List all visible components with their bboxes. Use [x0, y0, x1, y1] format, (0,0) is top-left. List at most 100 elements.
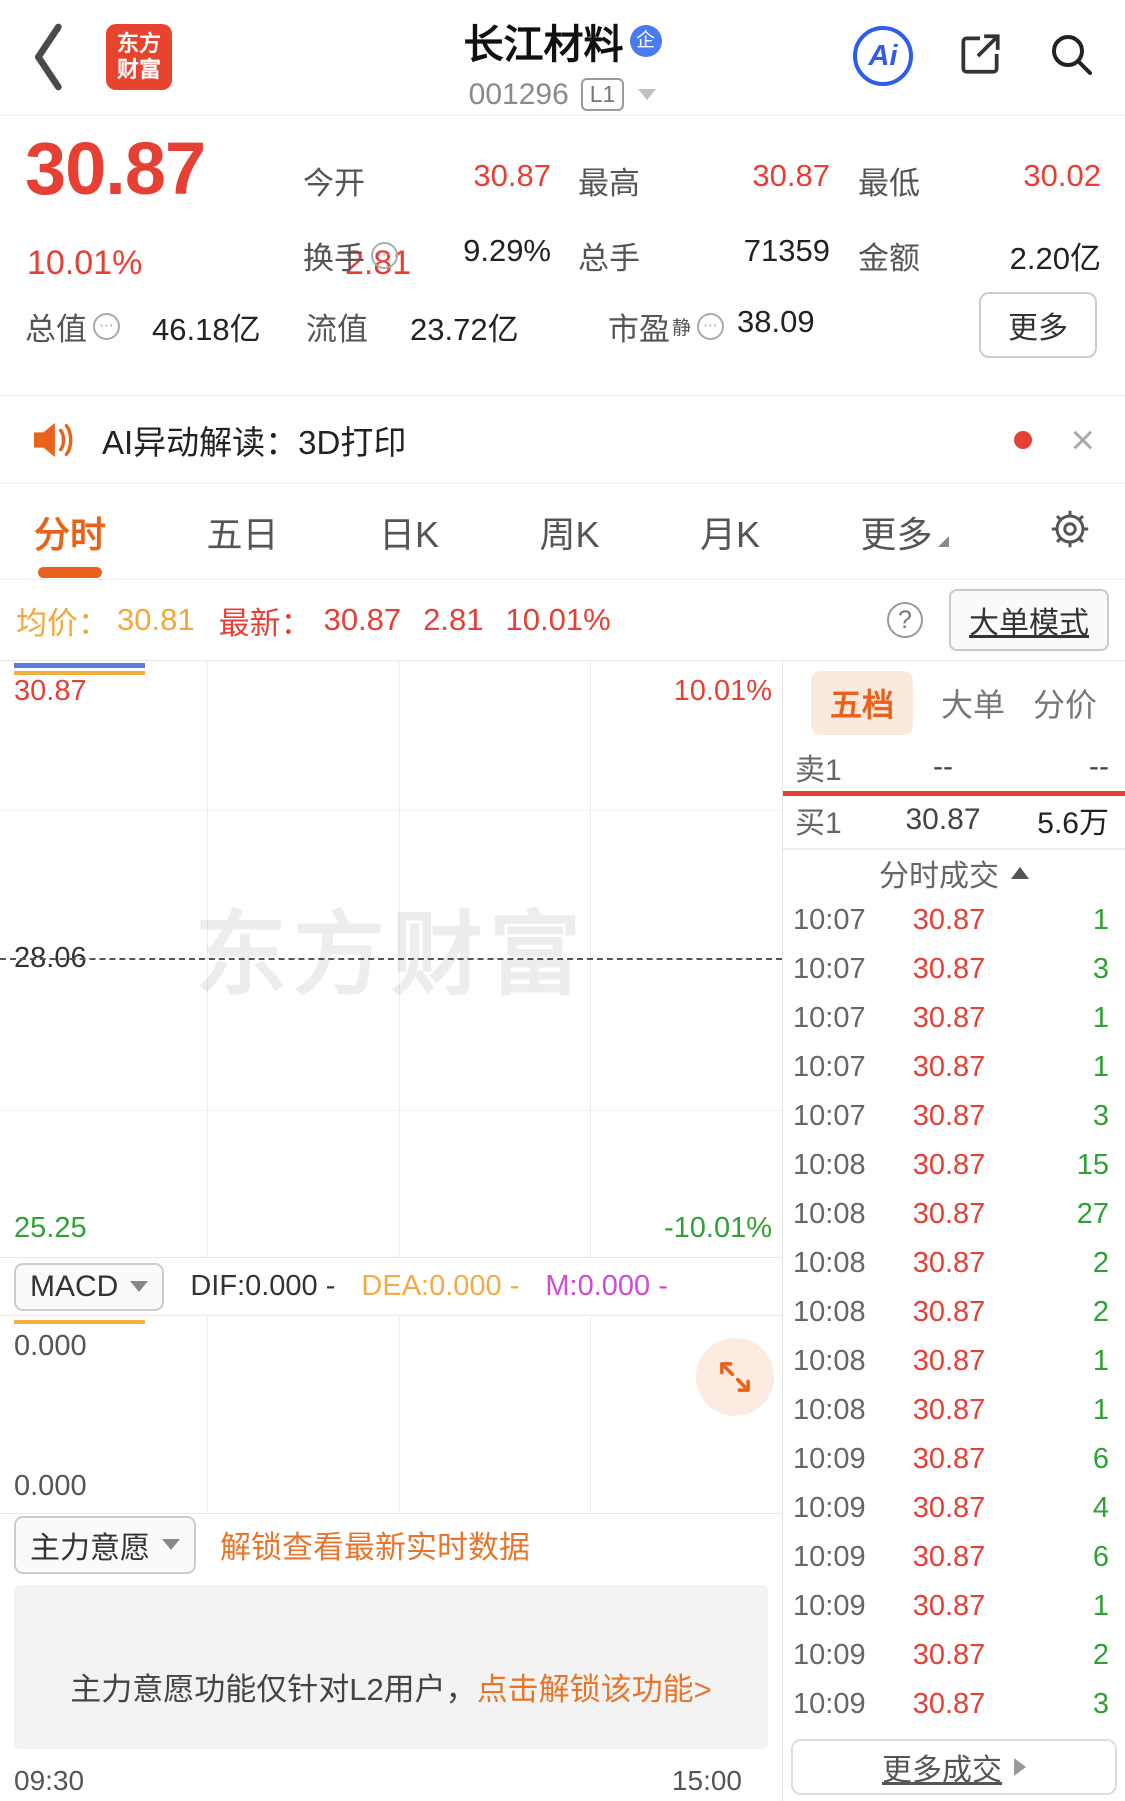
trade-volume: 1: [1092, 904, 1109, 936]
trade-time: 10:08: [793, 1247, 866, 1279]
close-icon[interactable]: ×: [1070, 415, 1095, 463]
trade-volume: 27: [1076, 1198, 1109, 1230]
stock-title-block[interactable]: 长江材料企 001296 L1: [0, 12, 1125, 112]
caret-down-icon: [130, 1281, 149, 1292]
chevron-down-icon[interactable]: [638, 89, 657, 100]
more-stats-button[interactable]: 更多: [979, 292, 1097, 358]
share-icon: [961, 33, 1000, 74]
gridline: [0, 810, 782, 811]
stock-code-row: 001296 L1: [0, 78, 1125, 112]
stat-label: 总值: [25, 304, 120, 349]
minute-chart[interactable]: 东方财富 30.87 10.01% 28.06 25.25 -10.01%: [0, 661, 782, 1258]
info-icon[interactable]: [93, 313, 120, 340]
tab-five-levels[interactable]: 五档: [810, 671, 913, 735]
trade-volume: 1: [1092, 1345, 1109, 1377]
trade-time: 10:08: [793, 1198, 866, 1230]
quote-section: 30.87 10.01% 2.81 今开 30.87 最高 30.87 最低 3…: [0, 115, 1125, 396]
ai-insight-bar[interactable]: AI异动解读：3D打印 ×: [0, 396, 1125, 484]
latest-change: 2.81: [423, 602, 484, 637]
tab-5day[interactable]: 五日: [206, 513, 279, 555]
chart-settings-button[interactable]: [1049, 508, 1091, 555]
trade-time: 10:09: [793, 1688, 866, 1720]
caret-down-icon: [162, 1539, 180, 1550]
order-panel: 五档 大单 分价 卖1 -- -- 买1 30.87 5.6万 分时成交: [782, 661, 1125, 1801]
info-icon[interactable]: [697, 313, 725, 340]
info-icon[interactable]: [371, 242, 398, 269]
gridline: [399, 1316, 400, 1513]
stock-name-row: 长江材料企: [0, 12, 1125, 70]
avg-price-line: [14, 671, 145, 675]
tab-daily-k[interactable]: 日K: [379, 513, 440, 555]
trade-volume: 15: [1076, 1149, 1109, 1181]
ai-assistant-button[interactable]: Ai: [853, 26, 913, 86]
logo-line1: 东方: [116, 30, 161, 56]
stat-value: 23.72亿: [410, 312, 519, 347]
trade-row: 10:07 30.87 1: [783, 1043, 1125, 1092]
macd-chart[interactable]: 0.000 0.000: [0, 1316, 782, 1513]
trade-price: 30.87: [912, 1492, 986, 1524]
chart-column: 东方财富 30.87 10.01% 28.06 25.25 -10.01% MA…: [0, 661, 782, 1801]
share-button[interactable]: [955, 29, 1005, 84]
trade-list-header[interactable]: 分时成交: [783, 850, 1125, 896]
macd-axis-top: 0.000: [14, 1330, 87, 1362]
search-button[interactable]: [1047, 30, 1095, 83]
trade-time: 10:08: [793, 1345, 866, 1377]
ask-row: 卖1 -- --: [783, 745, 1125, 789]
triangle-right-icon: [1014, 1758, 1026, 1776]
help-icon[interactable]: ?: [887, 602, 923, 638]
trade-row: 10:08 30.87 2: [783, 1288, 1125, 1337]
stat-label: 总手: [578, 241, 640, 276]
trade-volume: 2: [1092, 1639, 1109, 1671]
trade-time: 10:07: [793, 1100, 866, 1132]
trade-volume: 3: [1092, 1100, 1109, 1132]
stat-value: 2.20亿: [1009, 241, 1101, 276]
chart-tab-bar: 分时 五日 日K 周K 月K 更多: [0, 484, 1125, 580]
macd-dif: DIF:0.000 -: [190, 1270, 336, 1302]
chevron-left-icon: [35, 23, 62, 91]
big-order-mode-button[interactable]: 大单模式: [949, 589, 1109, 651]
change-percent: 10.01%: [27, 244, 143, 282]
bid-price: 30.87: [905, 803, 981, 836]
tab-monthly-k[interactable]: 月K: [700, 513, 761, 555]
eastmoney-logo[interactable]: 东方 财富: [106, 24, 172, 90]
axis-low-percent: -10.01%: [663, 1212, 772, 1244]
trade-price: 30.87: [912, 1002, 986, 1034]
gear-icon: [1051, 510, 1089, 548]
unlock-link[interactable]: 解锁查看最新实时数据: [220, 1530, 530, 1565]
stat-label: 最低: [858, 166, 920, 201]
trade-price: 30.87: [912, 1149, 986, 1181]
fullscreen-button[interactable]: [696, 1338, 774, 1416]
trade-price: 30.87: [912, 904, 986, 936]
bid-ask-divider: [783, 791, 1125, 796]
trade-time: 10:09: [793, 1443, 866, 1475]
indicator-bar: MACD DIF:0.000 - DEA:0.000 - M:0.000 -: [0, 1258, 782, 1316]
stat-value: 30.87: [752, 158, 830, 193]
promo-unlock-link[interactable]: 点击解锁该功能>: [476, 1672, 712, 1707]
l2-promo-box[interactable]: 主力意愿功能仅针对L2用户， 点击解锁该功能>: [14, 1585, 768, 1749]
trade-price: 30.87: [912, 1345, 986, 1377]
tab-big-orders[interactable]: 大单: [940, 687, 1005, 723]
back-button[interactable]: [30, 20, 70, 99]
tab-price-volume[interactable]: 分价: [1032, 687, 1097, 723]
stock-code: 001296: [468, 78, 569, 111]
tab-weekly-k[interactable]: 周K: [539, 513, 600, 555]
axis-high-percent: 10.01%: [673, 675, 772, 707]
trade-row: 10:09 30.87 6: [783, 1435, 1125, 1484]
trade-time: 10:09: [793, 1590, 866, 1622]
stat-value: 38.09: [737, 304, 815, 339]
indicator-selector[interactable]: MACD: [14, 1262, 165, 1311]
trade-row: 10:09 30.87 4: [783, 1484, 1125, 1533]
more-trades-button[interactable]: 更多成交: [791, 1739, 1117, 1795]
tab-minute[interactable]: 分时: [34, 506, 106, 558]
speaker-icon: [33, 422, 73, 457]
price-summary-bar: 均价： 30.81 最新： 30.87 2.81 10.01% ? 大单模式: [0, 580, 1125, 661]
logo-line2: 财富: [116, 57, 161, 82]
tab-more[interactable]: 更多: [861, 506, 949, 558]
gridline: [207, 1316, 208, 1513]
trade-row: 10:09 30.87 1: [783, 1582, 1125, 1631]
trade-time: 10:07: [793, 904, 866, 936]
main-force-selector[interactable]: 主力意愿: [14, 1515, 196, 1574]
trade-price: 30.87: [912, 1198, 986, 1230]
gridline: [590, 1316, 591, 1513]
macd-m: M:0.000 -: [545, 1270, 668, 1302]
